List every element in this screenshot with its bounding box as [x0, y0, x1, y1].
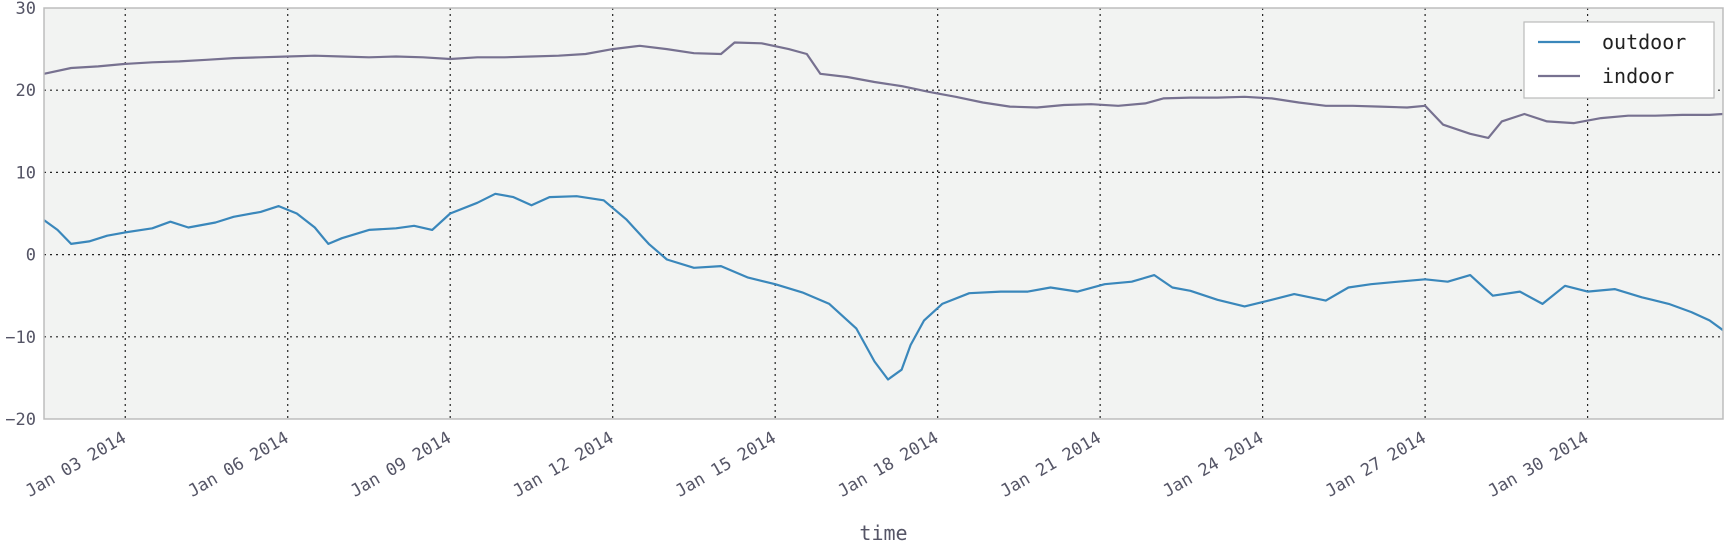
x-tick-label: Jan 24 2014: [1160, 428, 1268, 502]
series-layer: [43, 41, 1724, 381]
x-tick-label: Jan 30 2014: [1485, 428, 1593, 502]
legend: outdoor indoor: [1523, 21, 1715, 99]
x-tick-label: Jan 06 2014: [185, 428, 293, 502]
x-tick-label: Jan 15 2014: [672, 428, 780, 502]
y-tick-label: −20: [5, 410, 36, 430]
x-tick-label: Jan 18 2014: [835, 428, 943, 502]
legend-label-indoor: indoor: [1602, 64, 1674, 88]
x-axis-label: time: [859, 521, 907, 542]
x-axis: Jan 03 2014 Jan 06 2014 Jan 09 2014 Jan 12 …: [22, 428, 1592, 502]
series-line-indoor: [43, 41, 1724, 139]
y-tick-label: 20: [16, 81, 36, 101]
x-tick-label: Jan 12 2014: [510, 428, 618, 502]
y-tick-label: 0: [26, 246, 36, 266]
plot-area: [44, 8, 1723, 419]
legend-label-outdoor: outdoor: [1602, 30, 1686, 54]
legend-box: [1523, 21, 1715, 99]
x-tick-label: Jan 09 2014: [347, 428, 455, 502]
plot-frame: [43, 7, 1724, 420]
x-tick-label: Jan 03 2014: [22, 428, 130, 502]
grid-lines: [44, 8, 1723, 419]
y-tick-label: 30: [16, 0, 36, 19]
y-tick-label: −10: [5, 328, 36, 348]
y-axis: −20 −10 0 10 20 30: [5, 0, 36, 430]
y-tick-label: 10: [16, 163, 36, 183]
x-tick-label: Jan 27 2014: [1322, 428, 1430, 502]
series-line-outdoor: [43, 192, 1724, 381]
x-tick-label: Jan 21 2014: [997, 428, 1105, 502]
